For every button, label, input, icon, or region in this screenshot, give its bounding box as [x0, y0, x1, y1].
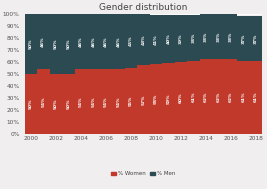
Text: 54%: 54%	[79, 96, 83, 107]
Text: 61%: 61%	[241, 92, 245, 102]
Text: 46%: 46%	[79, 36, 83, 47]
Text: 37%: 37%	[254, 33, 258, 44]
Legend: % Women, % Men: % Women, % Men	[111, 171, 175, 176]
Bar	[25, 74, 37, 134]
Text: 40%: 40%	[166, 34, 170, 44]
Text: 54%: 54%	[116, 96, 120, 107]
Bar	[62, 14, 74, 74]
Text: 54%: 54%	[91, 96, 95, 107]
Bar	[162, 15, 175, 63]
Bar	[175, 15, 187, 62]
Text: 38%: 38%	[204, 32, 208, 42]
Text: 59%: 59%	[166, 93, 170, 104]
Text: 62%: 62%	[217, 91, 221, 102]
Title: Gender distribution: Gender distribution	[99, 3, 187, 12]
Bar	[250, 61, 262, 134]
Text: 55%: 55%	[129, 96, 133, 106]
Text: 39%: 39%	[179, 33, 183, 44]
Text: 54%: 54%	[104, 96, 108, 107]
Bar	[112, 69, 125, 134]
Bar	[162, 63, 175, 134]
Text: 62%: 62%	[229, 91, 233, 102]
Bar	[37, 69, 50, 134]
Bar	[187, 15, 200, 61]
Bar	[150, 15, 162, 64]
Text: 50%: 50%	[54, 98, 58, 109]
Bar	[137, 65, 150, 134]
Text: 46%: 46%	[41, 36, 45, 47]
Text: 46%: 46%	[91, 36, 95, 47]
Text: 62%: 62%	[204, 91, 208, 102]
Bar	[62, 74, 74, 134]
Text: 58%: 58%	[154, 94, 158, 104]
Text: 50%: 50%	[29, 39, 33, 49]
Bar	[237, 16, 250, 61]
Bar	[100, 69, 112, 134]
Bar	[187, 61, 200, 134]
Text: 54%: 54%	[41, 96, 45, 107]
Text: 45%: 45%	[129, 36, 133, 46]
Bar	[100, 14, 112, 69]
Text: 50%: 50%	[66, 39, 70, 49]
Bar	[74, 14, 87, 69]
Text: 46%: 46%	[104, 36, 108, 47]
Bar	[225, 14, 237, 60]
Text: 43%: 43%	[141, 34, 145, 45]
Bar	[212, 60, 225, 134]
Text: 61%: 61%	[191, 92, 195, 102]
Text: 60%: 60%	[179, 93, 183, 103]
Bar	[250, 16, 262, 61]
Text: 38%: 38%	[217, 32, 221, 42]
Text: 37%: 37%	[241, 33, 245, 44]
Bar	[112, 14, 125, 69]
Text: 41%: 41%	[154, 34, 158, 45]
Bar	[212, 14, 225, 60]
Bar	[200, 60, 212, 134]
Bar	[37, 14, 50, 69]
Bar	[200, 14, 212, 60]
Bar	[125, 14, 137, 68]
Bar	[237, 61, 250, 134]
Text: 46%: 46%	[116, 36, 120, 47]
Bar	[225, 60, 237, 134]
Bar	[74, 69, 87, 134]
Bar	[87, 69, 100, 134]
Bar	[50, 14, 62, 74]
Text: 50%: 50%	[66, 98, 70, 109]
Bar	[125, 68, 137, 134]
Text: 38%: 38%	[191, 33, 195, 43]
Text: 57%: 57%	[141, 94, 145, 105]
Text: 38%: 38%	[229, 32, 233, 42]
Bar	[25, 14, 37, 74]
Bar	[175, 62, 187, 134]
Text: 61%: 61%	[254, 92, 258, 102]
Bar	[50, 74, 62, 134]
Bar	[87, 14, 100, 69]
Text: 50%: 50%	[29, 98, 33, 109]
Bar	[150, 64, 162, 134]
Bar	[137, 14, 150, 65]
Text: 50%: 50%	[54, 39, 58, 49]
